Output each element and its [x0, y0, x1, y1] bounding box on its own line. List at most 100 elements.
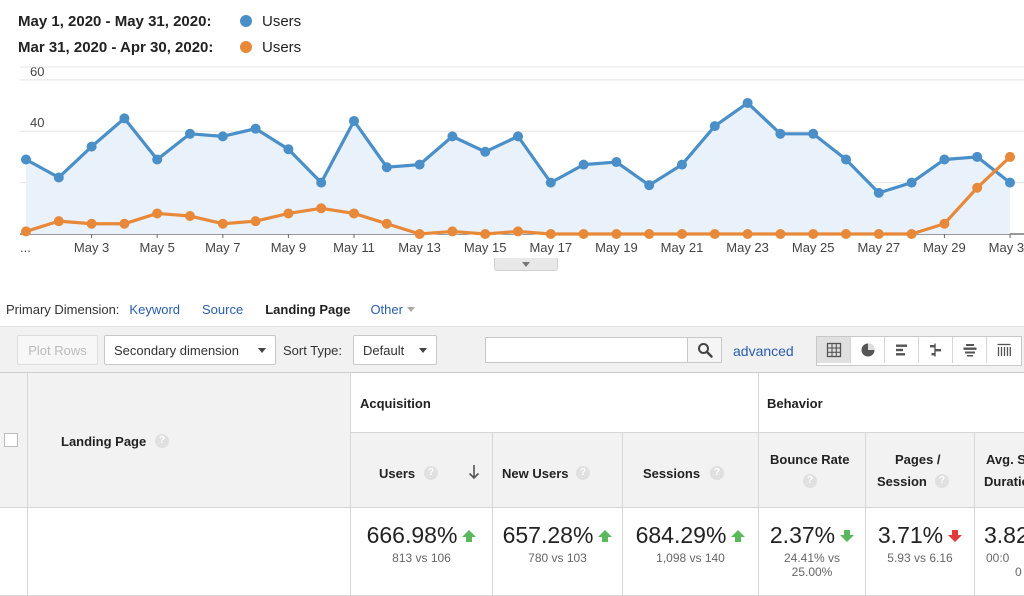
- select-all-checkbox[interactable]: [4, 433, 18, 447]
- acquisition-group-header: Acquisition: [351, 373, 759, 433]
- pages-session-comparison: 5.93 vs 6.16: [887, 551, 953, 565]
- x-tick-label: May 29: [923, 240, 966, 255]
- view-term-cloud-button[interactable]: [953, 337, 987, 363]
- users-percent-change: 666.98%: [351, 522, 492, 549]
- totals-label-cell: [28, 508, 351, 596]
- data-point: [972, 151, 983, 162]
- users-comparison: 813 vs 106: [392, 551, 451, 565]
- bounce-rate-percent-change: 2.37%: [759, 522, 865, 549]
- sort-descending-arrow-icon[interactable]: [468, 464, 480, 480]
- sessions-column-header[interactable]: Sessions ?: [623, 433, 759, 508]
- data-point: [1005, 177, 1015, 188]
- table-search-input[interactable]: [485, 337, 688, 363]
- data-point: [972, 182, 983, 193]
- users-total-cell: 666.98% 813 vs 106: [351, 508, 493, 596]
- data-point: [709, 229, 720, 239]
- help-icon[interactable]: ?: [710, 466, 724, 480]
- data-point: [709, 121, 720, 132]
- data-point: [578, 159, 589, 170]
- new-users-percent-value: 657.28%: [502, 522, 594, 548]
- x-tick-label: ...: [20, 240, 31, 255]
- data-point: [217, 218, 228, 229]
- data-point: [283, 144, 294, 155]
- data-point: [742, 97, 753, 108]
- help-icon[interactable]: ?: [155, 434, 169, 448]
- landing-page-table: Landing Page ? Acquisition Behavior User…: [0, 372, 1024, 596]
- duration-header-label: Duratio: [984, 474, 1024, 489]
- avg-session-duration-column-header[interactable]: Avg. S Duratio: [975, 433, 1024, 508]
- data-point: [545, 177, 556, 188]
- bounce-rate-comparison-line2: 25.00%: [791, 565, 833, 579]
- data-point: [611, 157, 622, 168]
- data-point: [53, 172, 64, 183]
- help-icon[interactable]: ?: [424, 466, 438, 480]
- x-tick-label: May 23: [726, 240, 769, 255]
- data-point: [545, 229, 556, 239]
- sort-type-dropdown[interactable]: Default: [353, 335, 437, 365]
- help-icon[interactable]: ?: [803, 474, 817, 488]
- help-icon[interactable]: ?: [935, 474, 949, 488]
- pivot-icon: [997, 343, 1011, 356]
- dimension-source-link[interactable]: Source: [202, 301, 244, 317]
- term-cloud-icon: [963, 344, 976, 357]
- data-point: [21, 226, 31, 237]
- pages-session-percent-change: 3.71%: [866, 522, 974, 549]
- data-point: [677, 229, 687, 239]
- pie-chart-icon: [861, 343, 874, 357]
- dimension-landing-page-active: Landing Page: [265, 301, 351, 317]
- search-button[interactable]: [688, 337, 722, 363]
- secondary-dimension-dropdown[interactable]: Secondary dimension: [104, 335, 276, 365]
- data-point: [86, 141, 97, 152]
- users-column-header[interactable]: Users ?: [351, 433, 493, 508]
- help-icon[interactable]: ?: [576, 466, 590, 480]
- data-point: [578, 229, 589, 239]
- view-pie-button[interactable]: [851, 337, 885, 363]
- view-comparison-button[interactable]: [919, 337, 953, 363]
- data-point: [873, 229, 884, 239]
- sessions-percent-change: 684.29%: [623, 522, 758, 549]
- pages-session-column-header[interactable]: Pages / Session ?: [866, 433, 975, 508]
- data-point: [447, 226, 458, 237]
- chevron-down-icon: [419, 347, 427, 353]
- primary-dimension-bar: Primary Dimension: Keyword Source Landin…: [6, 300, 415, 318]
- advanced-filter-link[interactable]: advanced: [733, 343, 794, 359]
- bounce-rate-column-header[interactable]: Bounce Rate ?: [759, 433, 866, 508]
- sessions-total-cell: 684.29% 1,098 vs 140: [623, 508, 759, 596]
- data-point: [414, 159, 425, 170]
- select-all-cell: [0, 373, 28, 508]
- avg-duration-total-cell: 3.82 00:0 0: [975, 508, 1024, 596]
- data-point: [316, 177, 327, 188]
- view-pivot-button[interactable]: [987, 337, 1021, 363]
- users-header-label: Users: [379, 466, 416, 481]
- legend-dot-icon: [240, 41, 252, 53]
- sessions-header-label: Sessions: [643, 466, 701, 481]
- data-point: [644, 180, 655, 191]
- x-tick-label: May 17: [529, 240, 572, 255]
- plot-rows-button[interactable]: Plot Rows: [17, 335, 98, 365]
- data-point: [152, 208, 163, 219]
- dimension-keyword-link[interactable]: Keyword: [129, 301, 180, 317]
- data-point: [939, 218, 950, 229]
- chart-legend: May 1, 2020 - May 31, 2020: Users Mar 31…: [18, 8, 301, 60]
- x-tick-label: May 15: [464, 240, 507, 255]
- x-tick-label: May 11: [333, 240, 375, 255]
- pages-session-total-cell: 3.71% 5.93 vs 6.16: [866, 508, 975, 596]
- data-point: [939, 154, 950, 165]
- data-point: [775, 128, 786, 139]
- new-users-column-header[interactable]: New Users ?: [493, 433, 623, 508]
- bounce-rate-total-cell: 2.37% 24.41% vs 25.00%: [759, 508, 866, 596]
- data-point: [185, 128, 195, 139]
- chevron-down-icon: [258, 347, 266, 353]
- avg-duration-comparison-line2: 0: [1015, 565, 1022, 579]
- chart-collapse-toggle[interactable]: [494, 258, 558, 271]
- arrow-down-red-icon: [948, 529, 963, 542]
- landing-page-header[interactable]: Landing Page ?: [28, 373, 351, 508]
- view-table-button[interactable]: [817, 337, 851, 363]
- arrow-up-green-icon: [598, 529, 613, 542]
- dimension-other-dropdown[interactable]: Other: [370, 302, 415, 317]
- arrow-up-green-icon: [462, 529, 477, 542]
- series-area-fill: [26, 102, 1010, 234]
- x-tick-label: May 9: [271, 240, 306, 255]
- view-performance-button[interactable]: [885, 337, 919, 363]
